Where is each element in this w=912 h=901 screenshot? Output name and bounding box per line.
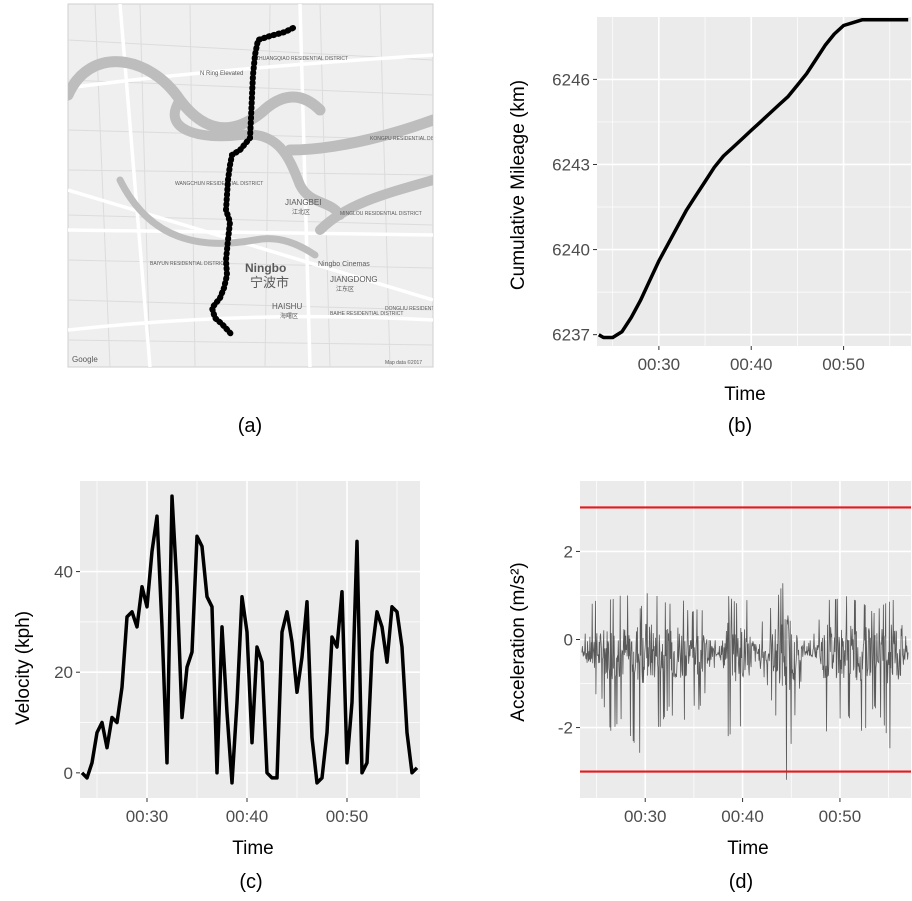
x-tick-label: 00:50 bbox=[326, 807, 369, 826]
y-tick-label: 0 bbox=[564, 631, 573, 650]
map-label-haishu: HAISHU bbox=[272, 302, 302, 311]
map-label-nring: N Ring Elevated bbox=[200, 71, 243, 77]
map-label-jiangdong: JIANGDONG bbox=[330, 275, 378, 284]
series-marks bbox=[597, 18, 909, 340]
plot-background bbox=[80, 481, 420, 798]
x-axis-title: Time bbox=[727, 838, 769, 859]
x-axis-ticks: 00:30 00:40 00:50 bbox=[638, 346, 865, 374]
chart-acceleration: -2 0 2 00:30 00:40 00:50 Time Acceleration (… bbox=[508, 481, 911, 893]
mileage-line bbox=[597, 18, 909, 340]
x-axis-ticks: 00:30 00:40 00:50 bbox=[126, 798, 369, 826]
chart-cumulative-mileage: 6237 6240 6243 6246 00:30 00:40 00:50 Time Cu… bbox=[508, 17, 911, 437]
map-label-zhuangqiao: ZHUANGQIAO RESIDENTIAL DISTRICT bbox=[256, 56, 348, 62]
x-tick-label: 00:50 bbox=[822, 355, 865, 374]
caption-a: (a) bbox=[238, 415, 262, 437]
map-label-ningbo: Ningbo bbox=[245, 261, 286, 275]
map-attribution: Map data ©2017 bbox=[385, 359, 422, 366]
x-axis-ticks: 00:30 00:40 00:50 bbox=[624, 798, 861, 826]
map-label-minglou: MINGLOU RESIDENTIAL DISTRICT bbox=[340, 211, 422, 217]
y-tick-label: 6240 bbox=[552, 241, 590, 260]
y-axis-title: Velocity (kph) bbox=[13, 611, 34, 725]
map-label-jiangbei-cn: 江北区 bbox=[292, 208, 310, 216]
map-label-jiangdong-cn: 江东区 bbox=[336, 285, 354, 293]
map-label-dongliu: DONGLIU RESIDENTIAL DISTRICT bbox=[385, 306, 466, 312]
y-axis-title: Cumulative Mileage (km) bbox=[508, 80, 529, 290]
map-label-ningbo-cn: 宁波市 bbox=[250, 275, 289, 290]
x-tick-label: 00:40 bbox=[721, 807, 764, 826]
caption-c: (c) bbox=[239, 871, 262, 893]
chart-velocity: 0 20 40 00:30 00:40 00:50 Time Velocity (kph… bbox=[13, 481, 420, 893]
caption-b: (b) bbox=[728, 415, 752, 437]
y-axis-ticks: 6237 6240 6243 6246 bbox=[552, 70, 597, 345]
map-label-baiyun: BAIYUN RESIDENTIAL DISTRICT bbox=[150, 261, 227, 267]
y-tick-label: 0 bbox=[64, 764, 73, 783]
y-axis-ticks: -2 0 2 bbox=[558, 542, 580, 738]
map-label-haishu-cn: 海曙区 bbox=[280, 312, 298, 320]
map-label-kongpu: KONGPU RESIDENTIAL DISTRICT bbox=[370, 136, 450, 142]
x-tick-label: 00:40 bbox=[226, 807, 269, 826]
gps-route-line bbox=[210, 26, 294, 336]
x-tick-label: 00:40 bbox=[730, 355, 773, 374]
map-label-baihe: BAIHE RESIDENTIAL DISTRICT bbox=[330, 311, 403, 317]
series-marks bbox=[80, 494, 419, 785]
x-axis-title: Time bbox=[724, 384, 766, 405]
map-roads: Ningbo 宁波市 JIANGBEI 江北区 JIANGDONG 江东区 HA… bbox=[68, 4, 466, 367]
google-logo: Google bbox=[72, 355, 98, 364]
caption-d: (d) bbox=[729, 871, 753, 893]
y-tick-label: -2 bbox=[558, 719, 573, 738]
map-label-cinemas: Ningbo Cinemas bbox=[318, 261, 370, 268]
y-axis-ticks: 0 20 40 bbox=[54, 563, 80, 783]
plot-background bbox=[597, 17, 911, 346]
map-label-wangchun: WANGCHUN RESIDENTIAL DISTRICT bbox=[175, 181, 263, 187]
y-axis-title: Acceleration (m/s²) bbox=[508, 562, 529, 721]
y-tick-label: 20 bbox=[54, 663, 73, 682]
y-tick-label: 6243 bbox=[552, 155, 590, 174]
threshold-lines bbox=[580, 506, 911, 773]
route-map: Ningbo 宁波市 JIANGBEI 江北区 JIANGDONG 江东区 HA… bbox=[67, 3, 466, 437]
gridlines bbox=[80, 481, 420, 798]
velocity-line bbox=[80, 494, 419, 785]
x-tick-label: 00:30 bbox=[624, 807, 667, 826]
y-tick-label: 6237 bbox=[552, 326, 590, 345]
acceleration-line bbox=[581, 583, 909, 780]
x-tick-label: 00:30 bbox=[638, 355, 681, 374]
map-label-jiangbei: JIANGBEI bbox=[285, 198, 321, 207]
x-tick-label: 00:30 bbox=[126, 807, 169, 826]
y-tick-label: 6246 bbox=[552, 70, 590, 89]
y-tick-label: 2 bbox=[564, 542, 573, 561]
gridlines bbox=[597, 17, 911, 346]
x-axis-title: Time bbox=[232, 838, 274, 859]
x-tick-label: 00:50 bbox=[819, 807, 862, 826]
y-tick-label: 40 bbox=[54, 563, 73, 582]
series-marks bbox=[581, 583, 909, 780]
